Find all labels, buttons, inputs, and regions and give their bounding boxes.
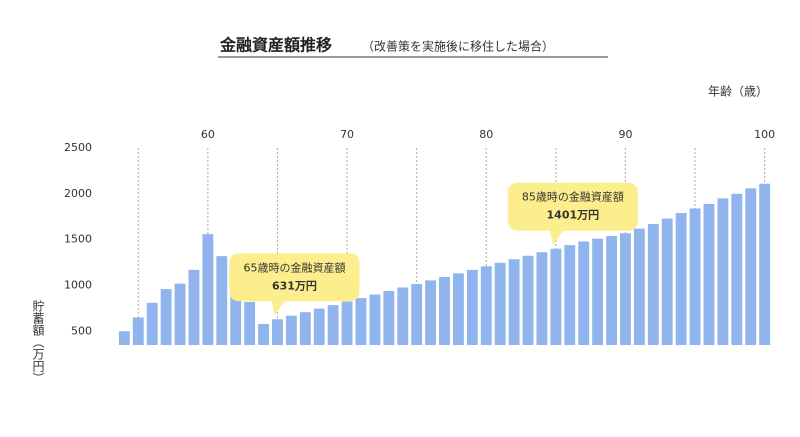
callout-text: 65歳時の金融資産額 (243, 260, 345, 274)
bar (188, 269, 200, 345)
bar (439, 276, 450, 345)
bar (564, 245, 576, 345)
bar (689, 208, 701, 345)
bar (285, 315, 297, 345)
bar (118, 331, 130, 345)
bar (355, 298, 367, 345)
bar (661, 218, 673, 345)
bar (731, 193, 743, 345)
bar (620, 233, 631, 345)
x-tick-label: 90 (618, 128, 632, 141)
callout-text: 85歳時の金融資産額 (522, 190, 624, 204)
bar (425, 280, 437, 345)
x-axis-label: 年齢（歳） (708, 84, 768, 99)
y-tick-label: 500 (71, 324, 92, 337)
bar (244, 301, 256, 345)
bar (508, 259, 520, 345)
x-tick-label: 70 (340, 128, 354, 141)
bar (717, 198, 729, 345)
y-tick-label: 2000 (64, 187, 92, 200)
bar (383, 291, 395, 345)
bar (230, 278, 242, 345)
bar (341, 301, 353, 345)
bar (522, 255, 534, 345)
bar (536, 252, 548, 345)
bar (578, 241, 590, 345)
bar (369, 294, 381, 345)
bar (703, 203, 715, 345)
bar (272, 319, 283, 345)
bar (675, 213, 687, 345)
y-tick-label: 1500 (64, 233, 92, 246)
callout-pointer (549, 229, 564, 245)
bar (132, 317, 144, 345)
bar (466, 269, 478, 345)
chart-title: 金融資産額推移 (219, 36, 332, 55)
bar (216, 256, 228, 345)
callout-pointer (271, 300, 286, 316)
callout-box (507, 182, 638, 231)
x-tick-label: 60 (201, 128, 215, 141)
callout-box (229, 253, 360, 302)
chart-subtitle: （改善策を実施後に移住した場合） (362, 39, 554, 54)
bar (647, 224, 659, 345)
bar (745, 188, 757, 345)
callout-value: 1401万円 (547, 209, 600, 222)
bar (313, 308, 325, 345)
bar (411, 283, 423, 345)
bar (494, 262, 506, 345)
x-tick-label: 100 (754, 128, 775, 141)
bar (160, 289, 172, 345)
callout-value: 631万円 (272, 279, 317, 292)
x-tick-label: 80 (479, 128, 493, 141)
y-tick-label: 2500 (64, 141, 92, 154)
bar (258, 323, 269, 345)
bar (452, 273, 464, 345)
bar (759, 183, 771, 345)
bar (327, 305, 339, 345)
y-tick-label: 1000 (64, 278, 92, 291)
bar (606, 235, 617, 345)
bar (299, 312, 311, 345)
bar (550, 248, 562, 345)
bar (480, 266, 492, 345)
bar (633, 228, 645, 345)
bar (146, 302, 158, 345)
bar (397, 287, 409, 345)
y-axis-label: 貯蓄額（万円） (31, 300, 45, 384)
bar (202, 234, 214, 345)
bar (592, 238, 604, 345)
bar (174, 283, 186, 345)
